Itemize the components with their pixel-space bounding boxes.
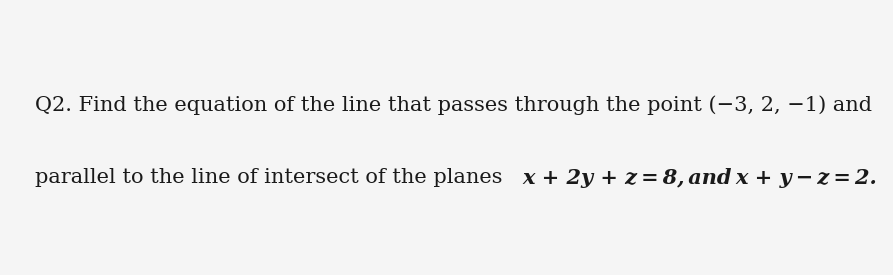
Text: x + 2y + z = 8,: x + 2y + z = 8, — [522, 168, 685, 188]
Text: parallel to the line of intersect of the planes: parallel to the line of intersect of the… — [35, 168, 509, 188]
Text: Q2. Find the equation of the line that passes through the point (−3, 2, −1) and: Q2. Find the equation of the line that p… — [35, 95, 872, 115]
Text: and: and — [681, 168, 739, 188]
Text: x + y − z = 2.: x + y − z = 2. — [735, 168, 877, 188]
